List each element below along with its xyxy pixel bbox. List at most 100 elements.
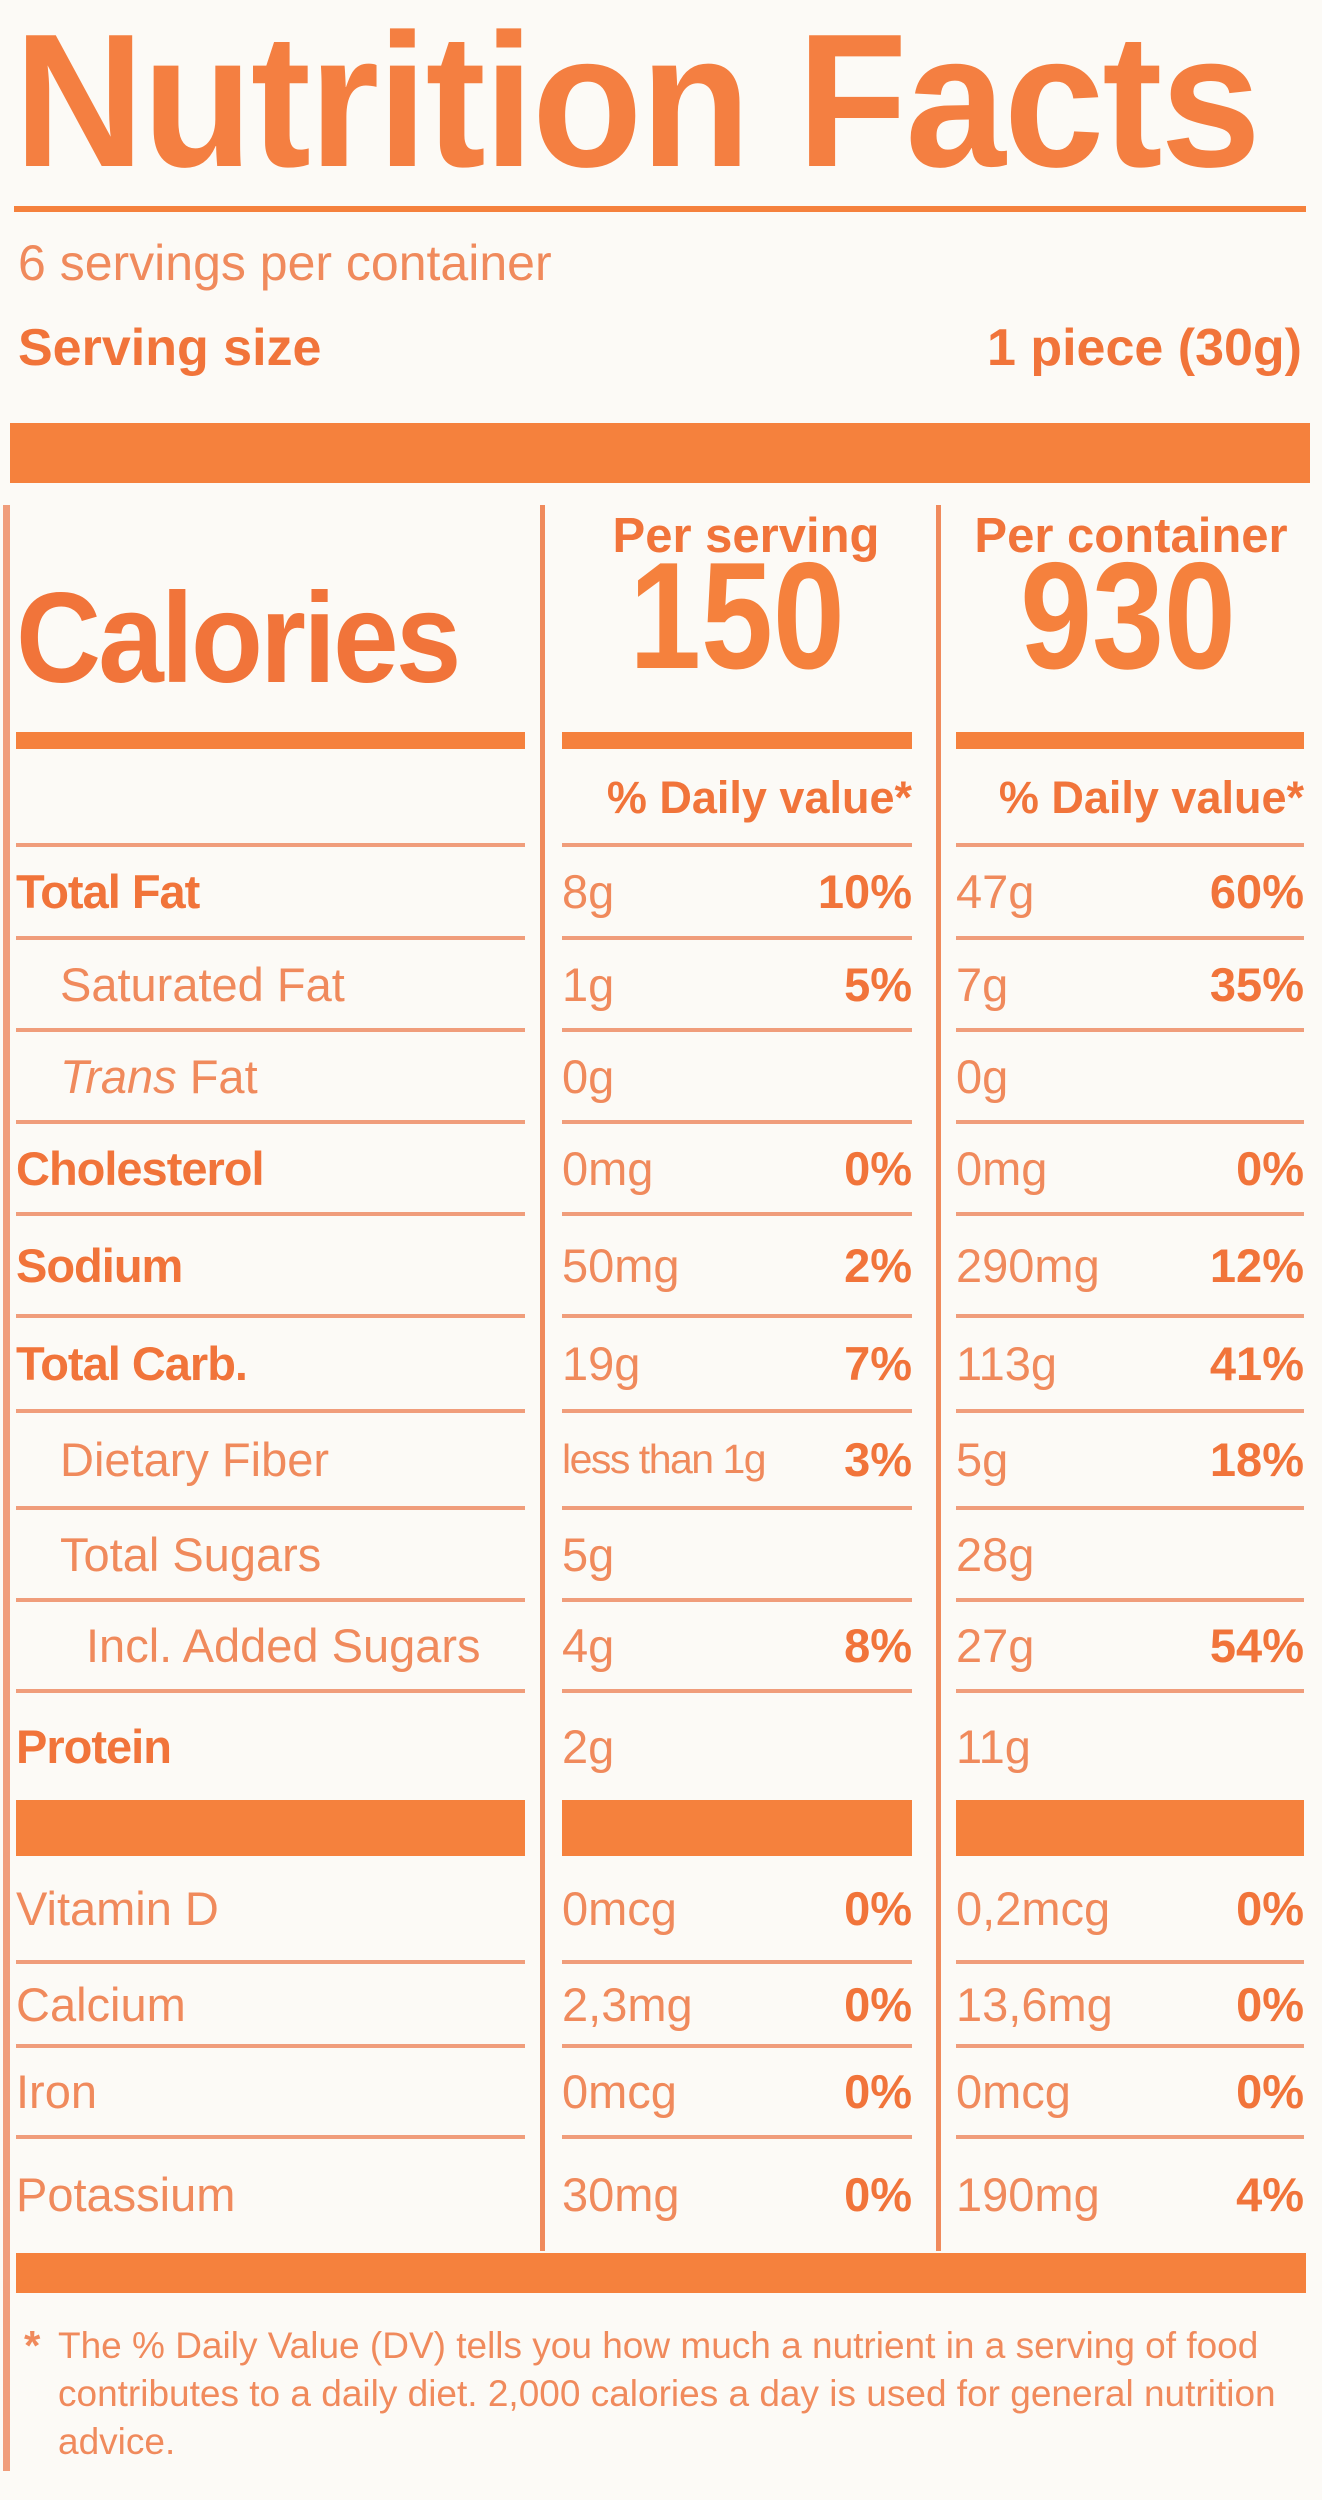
nutrient-row: Saturated Fat 1g 5% 7g 35% bbox=[0, 940, 1322, 1032]
nutrient-label: Sodium bbox=[16, 1238, 183, 1292]
per-container-header: Per container bbox=[974, 509, 1288, 563]
per-serving-daily-value: 8% bbox=[844, 1619, 912, 1672]
nutrients-table: Total Fat 8g 10% 47g 60% Saturated Fat 1… bbox=[0, 847, 1322, 1800]
per-serving-daily-value: 0% bbox=[844, 2065, 912, 2118]
per-serving-amount: 50mg bbox=[562, 1238, 680, 1292]
calories-underline bbox=[16, 732, 525, 749]
per-container-amount: 11g bbox=[956, 1720, 1031, 1773]
per-container-daily-value: 0% bbox=[1236, 1977, 1304, 2031]
separator-bar-top bbox=[10, 423, 1310, 483]
per-serving-daily-value: 5% bbox=[844, 957, 912, 1011]
vitamins-table: Vitamin D 0mcg 0% 0,2mcg 0% Calcium 2,3m… bbox=[0, 1856, 1322, 2250]
nutrient-row: Total Carb. 19g 7% 113g 41% bbox=[0, 1318, 1322, 1413]
per-container-amount: 7g bbox=[956, 957, 1009, 1011]
serving-size-label: Serving size bbox=[18, 319, 322, 377]
calories-underline bbox=[562, 732, 912, 749]
per-serving-amount: 4g bbox=[562, 1619, 615, 1672]
per-serving-daily-value: 0% bbox=[844, 1977, 912, 2031]
nutrient-row: Incl. Added Sugars 4g 8% 27g 54% bbox=[0, 1602, 1322, 1693]
per-container-daily-value: 41% bbox=[1209, 1337, 1304, 1390]
per-container-daily-value: 0% bbox=[1236, 2065, 1304, 2118]
per-serving-daily-value: 0% bbox=[844, 2168, 912, 2221]
nutrient-row: Total Fat 8g 10% 47g 60% bbox=[0, 847, 1322, 940]
per-serving-amount: 1g bbox=[562, 957, 615, 1011]
per-serving-amount: 0mcg bbox=[562, 1881, 677, 1935]
title-divider-line bbox=[14, 206, 1306, 212]
per-serving-daily-value: 0% bbox=[844, 1881, 912, 1935]
nutrient-row: Calcium 2,3mg 0% 13,6mg 0% bbox=[0, 1964, 1322, 2048]
calories-per-serving-value: 150 bbox=[629, 531, 845, 701]
per-serving-daily-value: 7% bbox=[844, 1337, 912, 1390]
per-serving-amount: 0mcg bbox=[562, 2065, 677, 2118]
header-divider-line bbox=[956, 843, 1304, 847]
per-container-amount: 190mg bbox=[956, 2168, 1100, 2221]
calories-per-container-value: 930 bbox=[1020, 531, 1236, 701]
per-container-amount: 27g bbox=[956, 1619, 1035, 1672]
nutrient-row: Potassium 30mg 0% 190mg 4% bbox=[0, 2139, 1322, 2250]
per-container-amount: 28g bbox=[956, 1527, 1035, 1581]
left-border-line bbox=[3, 505, 10, 2471]
nutrient-label: Potassium bbox=[16, 2168, 236, 2221]
nutrient-label: Cholesterol bbox=[16, 1141, 265, 1195]
column-divider-serving bbox=[540, 505, 545, 2251]
per-container-daily-value: 18% bbox=[1209, 1433, 1304, 1486]
per-serving-amount: 2,3mg bbox=[562, 1977, 693, 2031]
per-serving-amount: 5g bbox=[562, 1527, 615, 1581]
per-serving-amount: 19g bbox=[562, 1337, 641, 1390]
serving-size-value: 1 piece (30g) bbox=[986, 319, 1302, 377]
footnote-text: The % Daily Value (DV) tells you how muc… bbox=[58, 2325, 1276, 2462]
servings-per-container: 6 servings per container bbox=[18, 235, 552, 291]
per-serving-daily-value: 10% bbox=[817, 865, 912, 918]
per-container-amount: 290mg bbox=[956, 1238, 1100, 1292]
separator-bar-middle bbox=[956, 1800, 1304, 1856]
per-container-amount: 0mcg bbox=[956, 2065, 1071, 2118]
per-container-daily-value: 4% bbox=[1236, 2168, 1304, 2221]
nutrient-label: Iron bbox=[16, 2065, 97, 2118]
daily-value-header-container: % Daily value* bbox=[998, 772, 1304, 823]
nutrient-label: Dietary Fiber bbox=[60, 1433, 330, 1486]
per-container-daily-value: 60% bbox=[1209, 865, 1304, 918]
nutrient-row: Trans Fat 0g 0g bbox=[0, 1032, 1322, 1124]
per-serving-amount: 8g bbox=[562, 865, 615, 918]
per-container-amount: 0g bbox=[956, 1049, 1009, 1103]
per-container-amount: 5g bbox=[956, 1433, 1009, 1486]
per-container-amount: 0mg bbox=[956, 1141, 1048, 1195]
separator-bar-middle bbox=[562, 1800, 912, 1856]
daily-value-header-serving: % Daily value* bbox=[606, 772, 912, 823]
per-container-daily-value: 0% bbox=[1236, 1881, 1304, 1935]
nutrient-label: Calcium bbox=[16, 1977, 186, 2031]
header-divider-line bbox=[16, 843, 525, 847]
calories-label: Calories bbox=[16, 567, 461, 710]
per-serving-amount: 2g bbox=[562, 1720, 615, 1773]
title: Nutrition Facts bbox=[14, 0, 1261, 207]
nutrient-label: Incl. Added Sugars bbox=[86, 1619, 481, 1672]
per-container-daily-value: 0% bbox=[1236, 1141, 1304, 1195]
column-divider-container bbox=[936, 505, 941, 2251]
nutrient-label: Saturated Fat bbox=[60, 957, 345, 1011]
footnote-asterisk: * bbox=[24, 2322, 41, 2369]
header-divider-line bbox=[562, 843, 912, 847]
per-serving-daily-value: 3% bbox=[844, 1433, 912, 1486]
nutrient-row: Dietary Fiber less than 1g 3% 5g 18% bbox=[0, 1413, 1322, 1510]
nutrient-row: Total Sugars 5g 28g bbox=[0, 1510, 1322, 1602]
per-serving-amount: 30mg bbox=[562, 2168, 680, 2221]
per-serving-daily-value: 0% bbox=[844, 1141, 912, 1195]
per-container-daily-value: 12% bbox=[1209, 1238, 1304, 1292]
per-serving-amount: 0g bbox=[562, 1049, 615, 1103]
per-container-amount: 13,6mg bbox=[956, 1977, 1113, 2031]
nutrient-row: Protein 2g 11g bbox=[0, 1693, 1322, 1800]
nutrient-label: Protein bbox=[16, 1720, 172, 1773]
per-container-daily-value: 54% bbox=[1209, 1619, 1304, 1672]
per-container-amount: 113g bbox=[956, 1337, 1058, 1390]
nutrient-label: Total Fat bbox=[16, 865, 200, 918]
separator-bar-bottom bbox=[16, 2253, 1306, 2293]
serving-size-row: Serving size 1 piece (30g) bbox=[18, 318, 1302, 378]
per-container-daily-value: 35% bbox=[1209, 957, 1304, 1011]
per-serving-amount: 0mg bbox=[562, 1141, 654, 1195]
nutrient-row: Iron 0mcg 0% 0mcg 0% bbox=[0, 2048, 1322, 2139]
nutrient-label: Total Carb. bbox=[16, 1337, 248, 1390]
per-serving-header: Per serving bbox=[612, 509, 880, 563]
per-serving-amount: less than 1g bbox=[562, 1436, 767, 1482]
per-serving-daily-value: 2% bbox=[844, 1238, 912, 1292]
